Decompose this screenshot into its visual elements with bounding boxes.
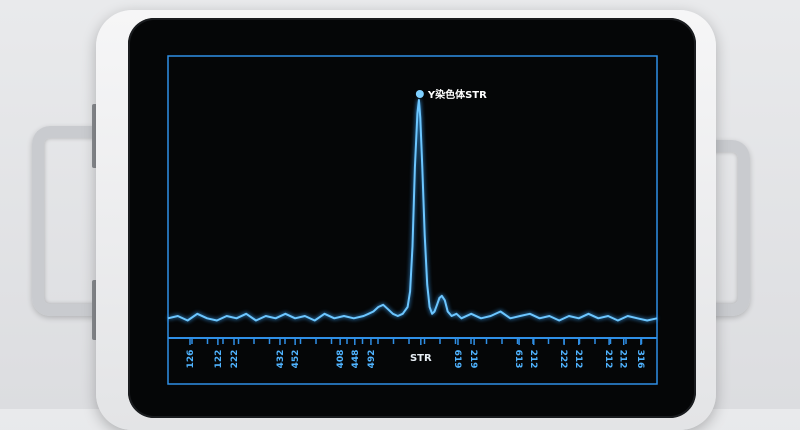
x-tick-label: STR [410,353,432,364]
x-tick-label: 452 [291,350,301,369]
x-tick-label: 212 [528,350,538,369]
chromatogram-chart: 126 122 222 432 452 408 448 492 STR 619 219 613 212 2… [167,55,658,385]
x-tick-label: 408 [336,350,346,369]
x-tick-label: 432 [276,350,286,369]
signal-trace [167,99,658,322]
x-tick-label: 212 [618,350,628,369]
peak-label: Y染色体STR [427,88,487,101]
x-tick-label: 222 [230,350,240,369]
x-tick-label: 448 [351,350,361,369]
x-tick-label: 122 [214,350,224,369]
x-tick-label: 613 [513,350,523,369]
x-tick-label: 316 [635,350,645,369]
peak-marker [415,90,424,98]
x-tick-label: 492 [367,350,377,369]
x-tick-label: 126 [186,350,196,369]
x-tick-label: 212 [573,350,583,369]
x-tick-label: 619 [452,350,462,369]
x-tick-label: 212 [603,350,613,369]
plot-border [167,55,658,385]
chart-frame [167,55,658,385]
x-axis-ticks: 126 122 222 432 452 408 448 492 STR 619 219 613 212 2… [186,338,645,368]
x-tick-label: 222 [558,350,568,369]
x-tick-label: 219 [468,350,478,369]
monitor-screen [128,18,696,418]
